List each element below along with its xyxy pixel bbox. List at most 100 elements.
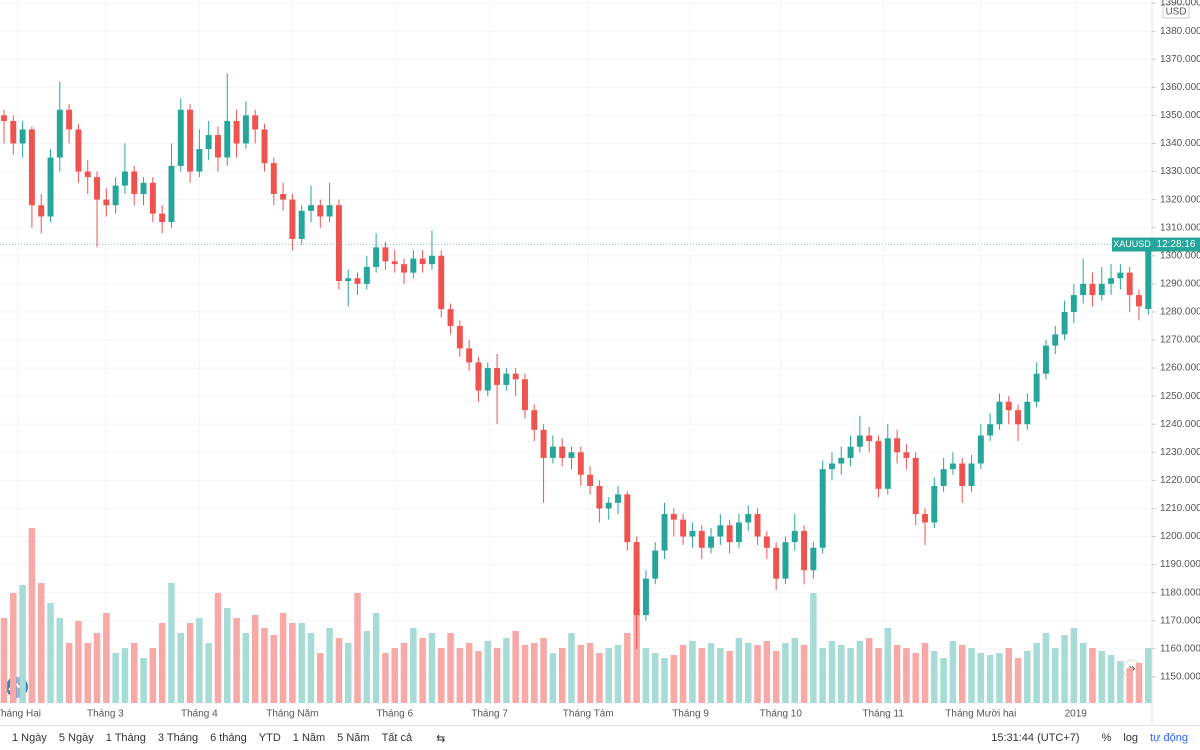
volume-bar [679, 645, 687, 703]
candle-body [1042, 345, 1049, 374]
volume-bar [1061, 635, 1068, 703]
countdown-tag [1152, 237, 1200, 252]
candle-body [940, 469, 947, 486]
candle-body [587, 474, 594, 486]
candle-body [615, 494, 621, 503]
candle-body [1052, 334, 1059, 346]
candle-body [103, 199, 110, 206]
candle-body [503, 373, 510, 385]
volume-bar [279, 613, 287, 703]
x-tick-label: Tháng Mười hai [945, 709, 1016, 720]
volume-bar [884, 628, 892, 703]
candle-body [745, 514, 752, 523]
candle-body [1080, 283, 1087, 296]
candle-body [605, 502, 612, 509]
candle-body [782, 542, 789, 579]
volume-bar [1051, 648, 1059, 703]
candle-body [494, 368, 501, 385]
candle-body [391, 261, 398, 265]
candle-body [466, 348, 473, 363]
range-button[interactable]: 3 Tháng [157, 732, 199, 744]
volume-bar [214, 593, 222, 703]
volume-bar [661, 658, 668, 703]
volume-bar [912, 653, 919, 703]
plot [0, 0, 1152, 703]
candle-body [540, 429, 547, 458]
range-button[interactable]: 1 Tháng [105, 732, 146, 744]
candle-body [1098, 283, 1105, 296]
candle-body [1126, 272, 1133, 296]
x-tick-label: Tháng Năm [266, 709, 318, 720]
volume-bar [326, 628, 333, 703]
volume-bar [1079, 643, 1087, 703]
volume-bar [847, 648, 854, 703]
range-button[interactable]: 5 Năm [337, 732, 370, 744]
y-tick-label: 1300.000 [1160, 250, 1200, 261]
volume-bar [28, 528, 36, 703]
candle-body [280, 193, 287, 200]
range-button[interactable]: 6 tháng [210, 732, 247, 744]
x-tick-label: Tháng 6 [376, 709, 413, 720]
volume-bar [140, 658, 147, 703]
x-tick-label: Tháng 10 [760, 709, 803, 720]
volume-bar [931, 651, 938, 703]
volume-bar [400, 643, 408, 703]
candle-body [642, 578, 649, 616]
volume-bar [289, 623, 296, 703]
candle-body [856, 435, 863, 447]
volume-bar [1042, 633, 1050, 703]
candle-body [1033, 373, 1040, 402]
volume-bar [772, 651, 780, 703]
candle-body [438, 255, 445, 310]
log-toggle[interactable]: log [1123, 732, 1139, 744]
percent-toggle[interactable]: % [1101, 732, 1112, 744]
candle-body [819, 469, 826, 548]
candle-body [922, 514, 928, 523]
range-button[interactable]: 1 Ngày [12, 732, 47, 744]
candle-body [968, 463, 975, 486]
volume-bar [410, 628, 417, 703]
range-button[interactable]: 1 Năm [292, 732, 326, 744]
candle-body [521, 379, 528, 411]
x-tick-label: 2019 [1065, 709, 1088, 720]
auto-toggle[interactable]: tự động [1150, 732, 1188, 744]
volume-bar [1145, 648, 1152, 703]
chart: USD » 1390.0001380.0001370.0001360.00013… [0, 0, 1200, 725]
candle-body [28, 129, 35, 206]
volume-bar [456, 648, 464, 703]
y-tick-label: 1340.000 [1160, 138, 1200, 149]
volume-bar [493, 648, 501, 703]
volume-bar [168, 583, 175, 703]
toolbar: 1 Ngày 5 Ngày 1 Tháng 3 Tháng 6 tháng YTD 1 Nă… [0, 725, 1200, 750]
candle-body [345, 278, 352, 282]
range-button[interactable]: YTD [258, 732, 281, 744]
range-button[interactable]: Tất cả [381, 732, 413, 744]
candle-body [633, 542, 640, 616]
candle-body [84, 171, 91, 178]
candle-body [717, 525, 724, 537]
candle-body [140, 182, 147, 194]
y-tick-label: 1250.000 [1160, 391, 1200, 402]
volume-bar [372, 613, 380, 703]
volume-bar [754, 645, 761, 703]
volume-bar [642, 648, 650, 703]
candle-body [261, 129, 268, 164]
candle-body [1015, 410, 1022, 425]
volume-bar [744, 643, 752, 703]
candle-body [75, 129, 82, 172]
symbol-label: XAUUSD [1113, 239, 1151, 249]
volume-bar [103, 613, 110, 703]
candle-body [773, 547, 780, 579]
volume-bar [10, 593, 17, 703]
candle-body [838, 457, 845, 464]
y-tick-label: 1290.000 [1160, 278, 1200, 289]
volume-bar [1126, 668, 1133, 703]
volume-bar [558, 648, 566, 703]
range-button[interactable]: 5 Ngày [58, 732, 94, 744]
compare-icon[interactable]: ⇆ [436, 732, 446, 745]
candle-body [131, 171, 138, 194]
candle-body [308, 205, 314, 211]
candle-body [847, 446, 854, 458]
candle-body [159, 213, 166, 223]
volume-bar [261, 628, 268, 703]
